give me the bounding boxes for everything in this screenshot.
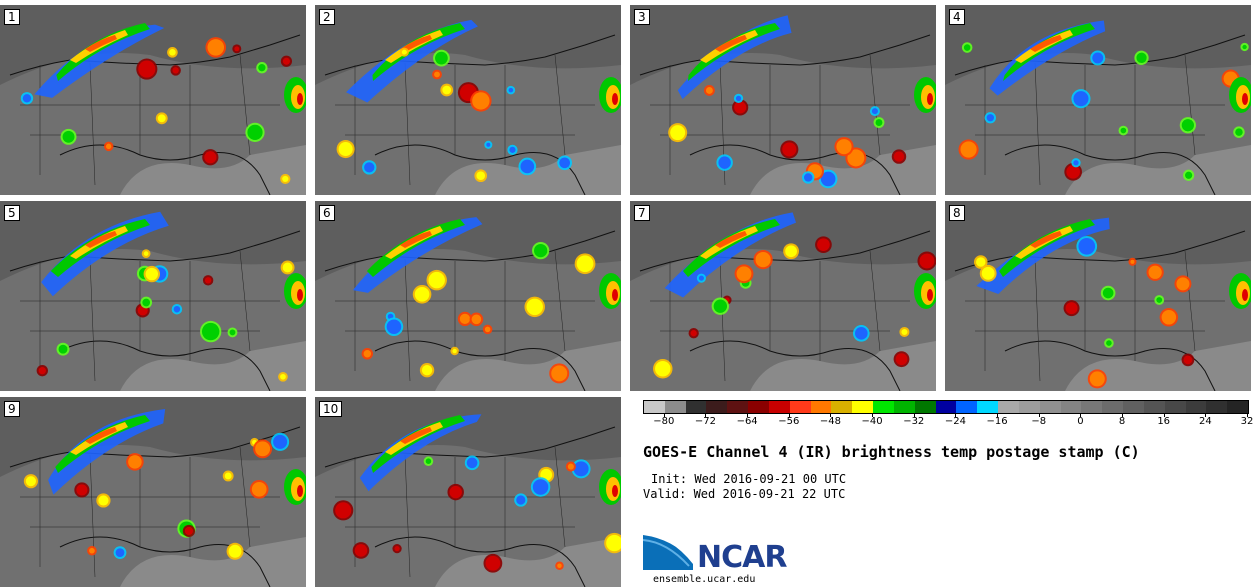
colorbar-tick-label: −72 (694, 416, 717, 427)
colorbar-swatch (664, 401, 686, 413)
colorbar-swatch (1206, 401, 1228, 413)
colorbar-swatch (748, 401, 769, 413)
colorbar-swatch (893, 401, 915, 413)
panel-number: 9 (4, 401, 20, 417)
colorbar-swatch (810, 401, 832, 413)
colorbar-swatch (768, 401, 790, 413)
colorbar-tick (788, 413, 790, 417)
satellite-map (0, 5, 306, 195)
colorbar-swatch (1081, 401, 1103, 413)
forecast-panel[interactable]: 7 (630, 201, 936, 391)
colorbar-tick-label: 16 (1157, 416, 1171, 427)
satellite-map (315, 201, 621, 391)
colorbar-swatch (831, 401, 853, 413)
panel-number: 6 (319, 205, 335, 221)
satellite-map (315, 397, 621, 587)
panel-number: 1 (4, 9, 20, 25)
colorbar-tick-label: −48 (819, 416, 841, 427)
colorbar-swatch (956, 401, 978, 413)
colorbar-tick (1247, 413, 1248, 417)
colorbar-swatch (852, 401, 874, 413)
colorbar-tick (913, 413, 915, 417)
colorbar-tick-label: 24 (1198, 416, 1212, 427)
satellite-map (945, 201, 1251, 391)
forecast-panel[interactable]: 9 (0, 397, 306, 587)
valid-time: Valid: Wed 2016-09-21 22 UTC (643, 487, 846, 501)
colorbar-tick (1122, 413, 1124, 417)
colorbar-tick (1038, 413, 1040, 417)
forecast-panel[interactable]: 2 (315, 5, 621, 195)
colorbar-tick-label: 8 (1118, 416, 1126, 427)
colorbar-tick-label: −64 (736, 416, 758, 427)
page-title: GOES-E Channel 4 (IR) brightness temp po… (643, 443, 1140, 461)
panel-number: 5 (4, 205, 20, 221)
colorbar-swatch (873, 401, 894, 413)
ncar-logo-icon (643, 533, 694, 570)
forecast-panel[interactable]: 5 (0, 201, 306, 391)
colorbar-swatch (1018, 401, 1040, 413)
colorbar-swatch (914, 401, 936, 413)
panel-number: 8 (949, 205, 965, 221)
colorbar-tick (830, 413, 832, 417)
colorbar-swatch (644, 401, 665, 413)
colorbar-swatch (685, 401, 707, 413)
colorbar-tick-label: 0 (1077, 416, 1084, 427)
colorbar-tick-label: −16 (986, 416, 1008, 427)
colorbar-swatch (727, 401, 749, 413)
colorbar-tick (747, 413, 749, 417)
colorbar-swatch (998, 401, 1019, 413)
colorbar-tick-label: −24 (944, 416, 966, 427)
colorbar-tick (705, 413, 707, 417)
colorbar-swatch (935, 401, 957, 413)
colorbar-tick (997, 413, 999, 417)
init-time: Init: Wed 2016-09-21 00 UTC (651, 472, 847, 486)
forecast-panel[interactable]: 3 (630, 5, 936, 195)
panel-number: 2 (319, 9, 335, 25)
colorbar-tick (1080, 413, 1082, 417)
colorbar-tick-label: −40 (861, 416, 883, 427)
colorbar-swatch (1227, 401, 1249, 413)
colorbar-swatch (977, 401, 999, 413)
colorbar-swatch (1185, 401, 1207, 413)
colorbar-swatch (706, 401, 728, 413)
satellite-map (630, 5, 936, 195)
logo-text: NCAR (697, 540, 787, 575)
satellite-map (630, 201, 936, 391)
panel-number: 10 (319, 401, 343, 417)
satellite-map (0, 397, 306, 587)
temperature-colorbar (643, 400, 1249, 414)
colorbar-swatch (1164, 401, 1186, 413)
colorbar-swatch (1039, 401, 1061, 413)
colorbar-swatch (1143, 401, 1165, 413)
site-url: ensemble.ucar.edu (653, 574, 756, 585)
colorbar-ticks: −80 −72 −64 −56 −48 −40 −32 −24 −16 −8 0 8 16 24 32 (643, 413, 1253, 433)
panel-number: 3 (634, 9, 650, 25)
colorbar-tick-label: 32 (1240, 416, 1254, 427)
colorbar-swatch (789, 401, 811, 413)
colorbar-tick (872, 413, 874, 417)
satellite-map (315, 5, 621, 195)
colorbar-swatch (1060, 401, 1082, 413)
colorbar-tick (663, 413, 665, 417)
satellite-map (945, 5, 1251, 195)
colorbar-tick (1205, 413, 1207, 417)
colorbar-tick-label: −8 (1031, 416, 1047, 427)
satellite-map (0, 201, 306, 391)
forecast-panel[interactable]: 1 (0, 5, 306, 195)
panel-number: 7 (634, 205, 650, 221)
colorbar-swatch (1123, 401, 1144, 413)
forecast-panel[interactable]: 8 (945, 201, 1251, 391)
panel-number: 4 (949, 9, 965, 25)
forecast-panel[interactable]: 10 (315, 397, 621, 587)
colorbar-tick-label: −56 (778, 416, 800, 427)
colorbar-tick (1163, 413, 1165, 417)
forecast-panel[interactable]: 6 (315, 201, 621, 391)
colorbar-tick-label: −32 (903, 416, 925, 427)
colorbar-tick-label: −80 (653, 416, 675, 427)
forecast-panel[interactable]: 4 (945, 5, 1251, 195)
colorbar-tick (955, 413, 957, 417)
colorbar-swatch (1102, 401, 1124, 413)
